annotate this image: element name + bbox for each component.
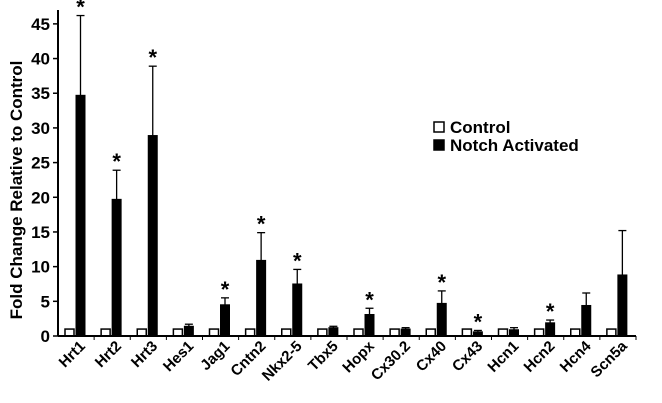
significance-star-Hopx: * xyxy=(365,287,374,312)
significance-star-Cntn2: * xyxy=(257,212,266,237)
y-tick-label-45: 45 xyxy=(31,15,50,34)
bar-notch-Scn5a xyxy=(617,274,628,337)
y-tick-label-0: 0 xyxy=(41,327,50,346)
bar-control-Hrt2 xyxy=(100,328,111,337)
bar-control-Scn5a xyxy=(606,328,617,337)
bar-control-Tbx5 xyxy=(317,328,328,337)
significance-star-Cx40: * xyxy=(437,270,446,295)
bar-notch-Cx30.2 xyxy=(400,328,411,337)
bar-notch-Hrt1 xyxy=(75,94,86,337)
bar-notch-Jag1 xyxy=(220,304,230,337)
x-tick-label-Hcn1: Hcn1 xyxy=(484,338,522,376)
bar-control-Hcn4 xyxy=(570,328,581,337)
bar-notch-Hcn4 xyxy=(581,304,592,337)
bar-control-Cntn2 xyxy=(244,328,256,337)
y-tick-label-25: 25 xyxy=(31,154,50,173)
bar-notch-Hopx xyxy=(364,313,375,337)
bar-notch-Nkx2-5 xyxy=(292,283,303,337)
bar-control-Cx30.2 xyxy=(389,328,400,337)
x-tick-label-Hes1: Hes1 xyxy=(160,338,197,375)
y-tick-label-20: 20 xyxy=(31,188,50,207)
x-tick-label-Hcn2: Hcn2 xyxy=(521,338,559,376)
bar-control-Cx40 xyxy=(425,328,436,337)
significance-star-Jag1: * xyxy=(221,277,230,302)
significance-layer: * * * * * * * * * * xyxy=(76,0,555,334)
legend-label-control: Control xyxy=(450,118,510,137)
y-tick-label-15: 15 xyxy=(31,223,50,242)
significance-star-Hrt3: * xyxy=(148,45,157,70)
y-tick-label-10: 10 xyxy=(31,258,50,277)
bars-layer xyxy=(64,94,628,337)
bar-notch-Hrt3 xyxy=(147,135,158,337)
bar-control-Cx43 xyxy=(461,328,473,337)
y-axis-title: Fold Change Relative to Control xyxy=(7,61,26,320)
bar-control-Hrt3 xyxy=(136,328,147,337)
legend-swatch-notch-activated xyxy=(433,139,445,151)
bar-control-Hopx xyxy=(353,328,364,337)
bar-notch-Hrt2 xyxy=(111,198,122,337)
x-tick-label-Cx30.2: Cx30.2 xyxy=(368,338,414,384)
bar-control-Hcn1 xyxy=(497,328,509,337)
bar-notch-Cx40 xyxy=(436,302,447,337)
x-tick-label-Cx43: Cx43 xyxy=(449,338,486,375)
bar-notch-Cntn2 xyxy=(256,259,267,337)
significance-star-Cx43: * xyxy=(474,309,483,334)
bar-control-Hrt1 xyxy=(64,328,75,337)
bar-notch-Tbx5 xyxy=(328,327,339,337)
legend-label-notch-activated: Notch Activated xyxy=(450,136,579,155)
significance-star-Hcn2: * xyxy=(546,299,555,324)
x-tick-label-Hrt2: Hrt2 xyxy=(92,338,125,371)
x-tick-label-Hrt3: Hrt3 xyxy=(128,338,161,371)
x-tick-label-Scn5a: Scn5a xyxy=(587,337,631,381)
x-tick-label-Cx40: Cx40 xyxy=(413,338,450,375)
y-tick-label-40: 40 xyxy=(31,50,50,69)
bar-control-Hes1 xyxy=(172,328,184,337)
x-tick-label-Hrt1: Hrt1 xyxy=(56,338,89,371)
x-tick-label-Nkx2-5: Nkx2-5 xyxy=(259,338,306,385)
legend-swatch-control xyxy=(433,121,445,133)
significance-star-Hrt2: * xyxy=(112,149,121,174)
x-tick-label-Tbx5: Tbx5 xyxy=(305,338,342,375)
y-tick-label-35: 35 xyxy=(31,84,50,103)
bar-control-Nkx2-5 xyxy=(281,328,292,337)
bar-control-Hcn2 xyxy=(533,328,545,337)
y-tick-label-30: 30 xyxy=(31,119,50,138)
significance-star-Nkx2-5: * xyxy=(293,248,302,273)
bar-notch-Hcn2 xyxy=(545,322,556,337)
error-bars-layer xyxy=(76,14,627,332)
bar-notch-Hes1 xyxy=(183,325,194,337)
y-tick-label-5: 5 xyxy=(41,292,50,311)
bar-control-Jag1 xyxy=(208,328,220,337)
significance-star-Hrt1: * xyxy=(76,0,85,20)
